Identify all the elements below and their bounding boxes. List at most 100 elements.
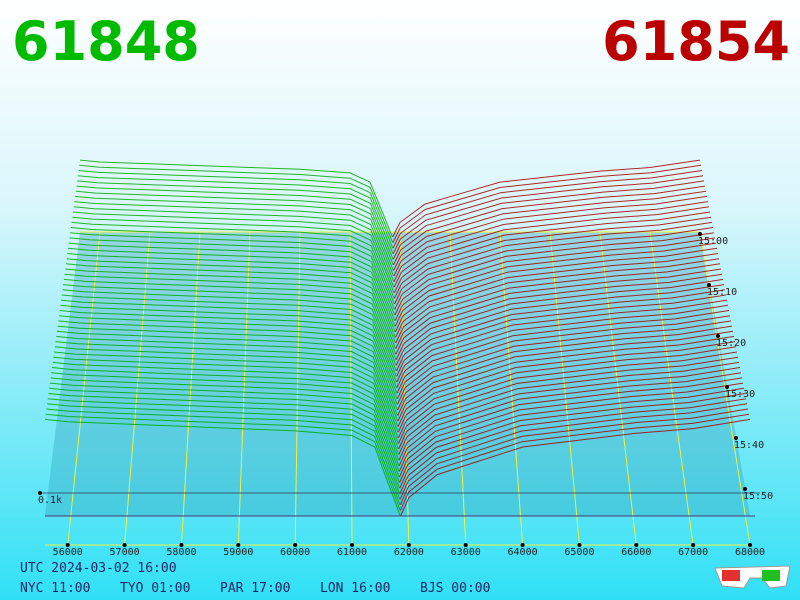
x-tick-label: 61000	[337, 547, 367, 558]
x-tick	[350, 543, 355, 547]
time-tick	[716, 334, 720, 338]
ask-depth-line	[394, 227, 714, 310]
ask-depth-line	[395, 263, 721, 349]
ask-depth-line	[399, 413, 750, 511]
bid-depth-line	[79, 164, 394, 243]
ask-depth-line	[394, 237, 716, 321]
city-time: BJS 00:00	[420, 581, 490, 596]
bid-depth-line	[65, 268, 397, 355]
ask-depth-line	[395, 253, 719, 338]
x-tick	[463, 543, 468, 547]
ask-depth-line	[397, 320, 732, 411]
ask-depth-line	[394, 221, 713, 305]
bid-depth-line	[67, 253, 396, 338]
bid-depth-line	[56, 335, 399, 427]
ask-depth-line	[393, 201, 709, 282]
ask-depth-line	[399, 403, 748, 500]
ask-depth-line	[396, 310, 730, 400]
city-time: TYO 01:00	[120, 581, 190, 596]
x-tick-label: 67000	[678, 547, 708, 558]
x-tick-label: 58000	[166, 547, 196, 558]
ask-depth-line	[396, 299, 728, 388]
x-tick-label: 62000	[394, 547, 424, 558]
depth-tick	[38, 491, 42, 495]
ask-depth-line	[395, 278, 724, 366]
ask-depth-line	[395, 258, 720, 344]
bid-depth-line	[76, 185, 394, 266]
bid-depth-line	[68, 247, 396, 333]
bid-price: 61848	[12, 10, 200, 73]
ask-depth-line	[392, 180, 705, 260]
bid-depth-line	[70, 227, 395, 310]
bid-depth-line	[64, 273, 397, 360]
x-tick	[691, 543, 696, 547]
time-tick-label: 15:10	[707, 287, 737, 298]
utc-time: UTC 2024-03-02 16:00	[20, 561, 177, 576]
bid-depth-line	[72, 211, 395, 293]
bid-depth-line	[47, 403, 401, 500]
x-tick-label: 68000	[735, 547, 765, 558]
bid-depth-line	[56, 330, 399, 422]
x-tick	[520, 543, 525, 547]
ask-depth-line	[397, 335, 735, 427]
bid-depth-line	[45, 413, 401, 511]
x-tick	[748, 543, 752, 547]
ask-depth-line	[396, 284, 725, 372]
bid-depth-line	[63, 284, 397, 372]
bid-depth-line	[78, 170, 394, 249]
ask-price: 61854	[602, 10, 790, 73]
bid-depth-line	[75, 195, 394, 277]
ask-depth-line	[392, 170, 703, 249]
x-tick	[577, 543, 582, 547]
ask-depth-line	[398, 367, 741, 461]
city-times: NYC 11:00 TYO 01:00 PAR 17:00 LON 16:00 BJS …	[20, 581, 490, 596]
x-tick	[406, 543, 411, 547]
ask-depth-line	[396, 289, 726, 377]
ask-depth-line	[398, 356, 739, 450]
ask-depth-line	[396, 304, 729, 394]
bid-depth-line	[75, 190, 394, 271]
bid-depth-line	[51, 367, 400, 461]
bid-depth-line	[58, 320, 398, 411]
bid-depth-line	[49, 382, 400, 478]
x-tick-label: 57000	[110, 547, 140, 558]
x-tick-label: 65000	[564, 547, 594, 558]
bid-depth-line	[73, 206, 395, 288]
bid-depth-line	[79, 159, 393, 238]
x-tick-label: 56000	[53, 547, 83, 558]
bid-depth-line	[58, 315, 398, 405]
time-tick-label: 15:30	[725, 389, 755, 400]
x-tick-label: 60000	[280, 547, 310, 558]
time-tick-label: 15:50	[743, 491, 773, 502]
ask-depth-line	[393, 216, 712, 299]
ask-depth-line	[397, 330, 734, 422]
time-tick	[734, 436, 738, 440]
x-tick-label: 59000	[223, 547, 253, 558]
bid-depth-line	[77, 175, 394, 254]
bid-depth-line	[54, 351, 399, 444]
bid-depth-line	[57, 325, 398, 416]
x-tick	[65, 543, 70, 547]
ask-depth-line	[393, 206, 710, 288]
ask-depth-line	[397, 325, 733, 416]
time-tick	[725, 385, 729, 389]
bid-depth-line	[54, 346, 399, 439]
bid-depth-line	[63, 278, 397, 366]
plot: 56000 57000 58000 59000 60000 61000 62000 63000…	[38, 159, 773, 558]
ask-depth-line	[392, 164, 702, 243]
bid-depth-line	[52, 361, 399, 455]
ask-depth-line	[399, 393, 746, 489]
time-tick	[743, 487, 747, 491]
ask-depth-line	[396, 294, 727, 383]
ask-depth-line	[393, 190, 707, 271]
ask-depth-line	[393, 185, 706, 266]
ask-depth-line	[396, 315, 731, 405]
bid-depth-line	[59, 310, 398, 399]
ask-depth-line	[399, 382, 744, 478]
bid-depth-line	[66, 258, 396, 344]
ask-depth-line	[394, 247, 718, 333]
bid-depth-line	[50, 377, 400, 472]
bid-depth-line	[61, 294, 397, 383]
